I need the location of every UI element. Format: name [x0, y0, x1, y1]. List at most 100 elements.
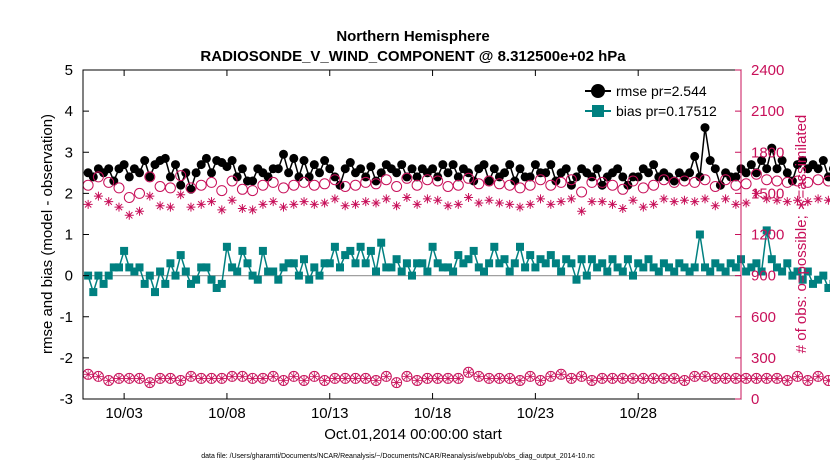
possible-point [92, 171, 104, 183]
assimilated-point [320, 198, 330, 208]
assimilated-point [443, 201, 453, 211]
possible-point [483, 175, 495, 187]
possible-low-star [607, 373, 617, 383]
possible-low-point [319, 375, 331, 386]
x-tick-label: 10/08 [208, 405, 246, 422]
possible-point [617, 183, 629, 195]
possible-low-star [649, 373, 659, 383]
x-tick-label: 10/28 [619, 405, 657, 422]
assimilated-point [741, 198, 751, 208]
possible-point [740, 178, 752, 190]
possible-low-point [164, 372, 176, 384]
possible-point [103, 176, 115, 188]
possible-low-star [546, 371, 556, 381]
possible-low-star [628, 373, 638, 383]
possible-point [226, 175, 238, 187]
assimilated-point [546, 199, 556, 209]
assimilated-point [114, 202, 124, 212]
possible-point [370, 178, 382, 190]
possible-low-point [134, 372, 145, 384]
possible-low-point [370, 375, 382, 386]
possible-low-point [524, 370, 536, 382]
assimilated-point [710, 201, 720, 211]
possible-low-star [165, 373, 175, 383]
possible-low-point [679, 375, 690, 386]
possible-low-star [525, 371, 535, 381]
assimilated-point [289, 199, 299, 209]
possible-low-point [504, 372, 516, 384]
possible-point [555, 176, 567, 188]
assimilated-point [505, 199, 515, 209]
possible-low-star [381, 371, 391, 381]
possible-low-point [257, 372, 269, 384]
possible-point [288, 179, 300, 191]
possible-point [195, 179, 207, 191]
y-tick-label: 1 [65, 227, 73, 244]
plot-area [83, 70, 741, 399]
assimilated-point [278, 202, 288, 212]
assimilated-point [104, 197, 114, 207]
possible-low-star [350, 373, 360, 383]
possible-low-star [268, 371, 278, 381]
assimilated-point [494, 198, 504, 208]
possible-point [524, 179, 536, 191]
possible-low-point [535, 375, 546, 386]
possible-low-star [587, 375, 597, 385]
possible-point [576, 186, 588, 198]
y-tick-label: 5 [65, 62, 73, 79]
possible-low-point [555, 368, 567, 380]
possible-low-point [185, 370, 197, 382]
possible-low-point [298, 375, 310, 386]
possible-low-star [494, 373, 504, 383]
possible-point [535, 174, 546, 186]
possible-low-star [659, 373, 669, 383]
possible-point [699, 174, 711, 186]
assimilated-point [772, 195, 782, 205]
y-tick-label: 2 [65, 185, 73, 202]
legend-rmse-marker [591, 84, 605, 98]
possible-low-star [114, 373, 124, 383]
possible-point [648, 179, 660, 191]
possible-low-star [412, 375, 422, 385]
possible-point [206, 176, 217, 188]
possible-low-star [217, 373, 227, 383]
assimilated-point [340, 201, 350, 211]
x-tick-label: 10/13 [311, 405, 349, 422]
assimilated-point [659, 194, 669, 204]
series-rmse-line [87, 127, 830, 192]
possible-low-point [216, 372, 228, 384]
possible-low-star [782, 375, 792, 385]
possible-point [565, 174, 577, 186]
possible-low-star [248, 373, 258, 383]
possible-low-star [618, 373, 628, 383]
assimilated-point [186, 202, 196, 212]
possible-low-star [371, 375, 381, 385]
possible-low-star [237, 371, 247, 381]
possible-low-star [577, 371, 587, 381]
series-bias-line [87, 230, 830, 295]
possible-low-star [104, 375, 114, 385]
assimilated-point [597, 197, 607, 207]
possible-point [545, 179, 557, 191]
assimilated-point [330, 194, 340, 204]
assimilated-point [721, 194, 731, 204]
assimilated-point [638, 202, 648, 212]
possible-low-star [135, 373, 145, 383]
possible-low-star [299, 375, 309, 385]
series-assimilated [83, 188, 830, 220]
assimilated-point [566, 194, 576, 204]
possible-low-point [463, 366, 474, 378]
possible-low-point [514, 375, 526, 386]
possible-low-star [227, 371, 237, 381]
possible-low-point [802, 375, 814, 386]
y2-axis-label: # of obs: o=possible; ∗=assimilated [793, 115, 810, 354]
y2-tick-label: 1200 [751, 227, 784, 244]
y2-tick-label: 1800 [751, 144, 784, 161]
possible-low-star [536, 375, 546, 385]
possible-low-point [586, 375, 598, 386]
series-possible-low [82, 366, 830, 389]
possible-low-star [145, 378, 155, 388]
assimilated-point [258, 199, 268, 209]
assimilated-point [422, 194, 432, 204]
assimilated-point [299, 197, 309, 207]
